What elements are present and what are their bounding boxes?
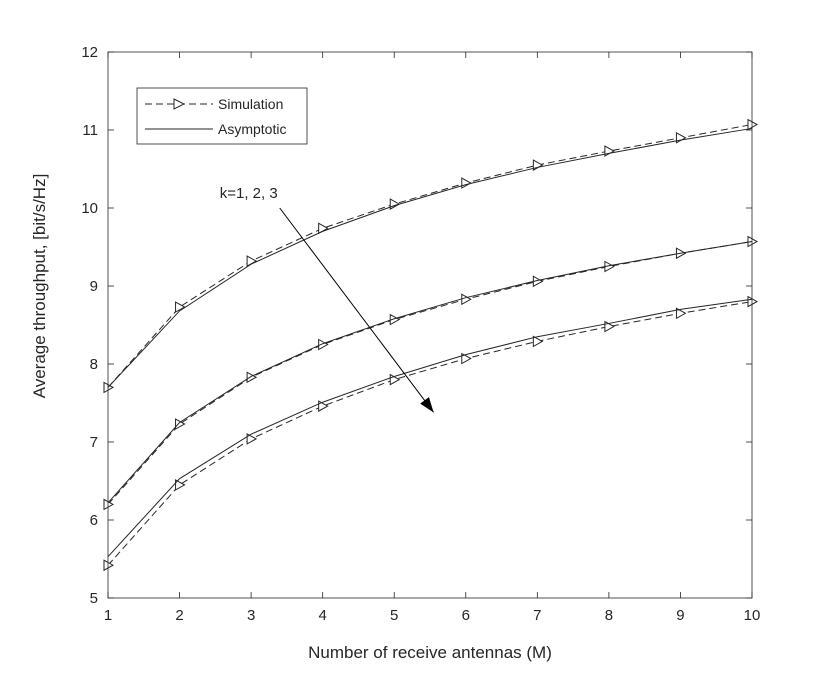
data-point-marker (461, 177, 472, 189)
plot-frame (107, 51, 753, 599)
x-tick-label: 10 (744, 607, 761, 624)
series-line-k=3-dashed (107, 301, 753, 566)
data-point-marker (532, 335, 544, 348)
annotation-arrow-shaft (279, 207, 434, 413)
data-point-marker (175, 479, 186, 491)
y-tick-label: 7 (90, 434, 98, 451)
x-tick-label: 7 (533, 607, 541, 624)
x-tick-label: 1 (104, 607, 112, 624)
annotation-label: k=1, 2, 3 (220, 185, 278, 202)
x-tick-label: 5 (390, 607, 398, 624)
series-line-k=1-dashed (107, 124, 753, 388)
series-line-k=2-solid (107, 241, 753, 504)
series-line-k=2-dashed (107, 241, 753, 505)
y-axis-title: Average throughput, [bit/s/Hz] (30, 174, 49, 399)
y-tick-label: 12 (81, 44, 98, 61)
y-tick-label: 11 (82, 122, 98, 139)
data-point-marker (103, 559, 115, 572)
legend-label-asymptotic: Asymptotic (218, 121, 286, 137)
y-tick-label: 6 (90, 512, 98, 529)
data-point-marker (675, 307, 687, 320)
y-tick-label: 8 (90, 356, 98, 373)
data-point-marker (604, 145, 615, 157)
legend-triangle-marker-icon (173, 98, 186, 110)
y-tick-label: 9 (90, 278, 98, 295)
x-tick-label: 8 (605, 607, 613, 624)
data-point-marker (389, 313, 401, 326)
data-point-marker (246, 433, 258, 445)
data-point-marker (246, 255, 258, 267)
data-point-marker (318, 222, 329, 235)
x-tick-label: 3 (247, 607, 255, 624)
data-point-marker (532, 159, 544, 171)
data-point-marker (318, 338, 329, 351)
legend-item-simulation: Simulation (145, 96, 283, 112)
data-point-marker (675, 131, 687, 144)
annotation: k=1, 2, 3 (220, 185, 434, 413)
legend-label-simulation: Simulation (218, 96, 283, 112)
data-point-marker (747, 235, 759, 248)
x-tick-label: 2 (175, 607, 183, 624)
data-point-marker (461, 352, 472, 365)
x-axis-title: Number of receive antennas (M) (308, 643, 552, 662)
x-tick-label: 6 (462, 607, 470, 624)
annotation-arrowhead-icon (420, 397, 434, 413)
series-line-k=3-solid (107, 298, 753, 557)
legend-item-asymptotic: Asymptotic (145, 121, 286, 137)
x-tick-label: 4 (318, 607, 326, 624)
legend: Simulation Asymptotic (136, 87, 308, 145)
y-tick-label: 5 (90, 590, 98, 607)
data-point-marker (318, 400, 329, 412)
series-line-k=1-solid (107, 127, 753, 388)
x-tick-label: 9 (676, 607, 684, 624)
plot-area (103, 118, 759, 572)
data-point-marker (461, 293, 472, 306)
data-point-marker (747, 118, 759, 131)
y-tick-label: 10 (81, 200, 98, 217)
data-point-marker (175, 301, 186, 313)
data-point-marker (747, 295, 759, 308)
data-point-marker (246, 371, 258, 384)
legend-box (136, 87, 308, 145)
data-point-marker (175, 418, 186, 430)
